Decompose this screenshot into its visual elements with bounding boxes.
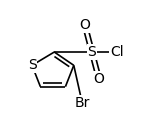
Text: O: O: [93, 72, 104, 86]
Text: Br: Br: [74, 96, 90, 110]
Text: O: O: [80, 18, 90, 32]
Text: Cl: Cl: [110, 45, 124, 59]
Text: S: S: [87, 45, 96, 59]
Text: S: S: [28, 58, 36, 72]
